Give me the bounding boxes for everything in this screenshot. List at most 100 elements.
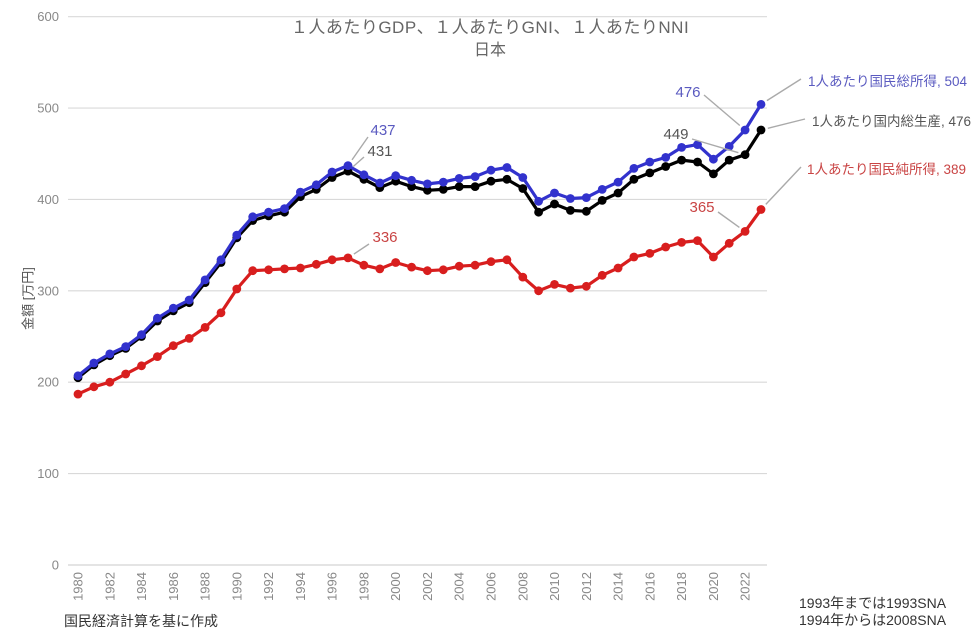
series-end-label-nni: 1人あたり国民純所得, 389	[805, 158, 969, 178]
end-label-leader-gdp	[767, 118, 806, 129]
x-tick-label-2016: 2016	[642, 572, 657, 601]
x-tick-label-2020: 2020	[706, 572, 721, 601]
series-point-nni-1994	[296, 263, 305, 273]
footnote-sna: 1993年までは1993SNA 1994年からは2008SNA	[799, 595, 946, 629]
series-point-nni-2004	[454, 261, 464, 271]
series-point-gni-2013	[597, 185, 607, 194]
series-point-gdp-2022	[740, 150, 750, 160]
series-point-nni-1998	[359, 260, 369, 270]
series-point-gni-2011	[566, 194, 575, 203]
y-tick-label-100: 100	[37, 466, 59, 481]
series-point-nni-1981	[89, 382, 99, 392]
series-point-gdp-2015	[629, 174, 639, 184]
series-end-label-gni: 1人あたり国民総所得, 504	[806, 70, 970, 90]
series-point-nni-2019	[693, 236, 702, 246]
footnote-sna-line2: 1994年からは2008SNA	[799, 612, 947, 628]
series-point-nni-1984	[137, 361, 146, 371]
annotation-leader-431	[352, 156, 365, 168]
series-point-nni-2010	[550, 280, 559, 289]
footnote-sna-line1: 1993年までは1993SNA	[799, 595, 947, 611]
series-point-nni-2014	[613, 263, 623, 273]
series-point-nni-2002	[423, 266, 432, 276]
series-point-gni-1996	[327, 167, 337, 177]
y-axis-label: 金額 [万円]	[20, 267, 36, 330]
series-point-gni-2008	[518, 173, 528, 182]
series-point-nni-2023	[756, 205, 766, 214]
x-tick-label-1984: 1984	[134, 572, 149, 601]
series-point-nni-1991	[248, 266, 258, 276]
chart-title: １人あたりGDP、１人あたりGNI、１人あたりNNI	[130, 13, 850, 38]
series-point-gni-2002	[423, 179, 432, 189]
series-point-gni-2009	[534, 196, 543, 206]
series-point-gdp-2008	[518, 184, 528, 193]
annotation-value-336: 336	[372, 229, 397, 246]
series-point-gdp-2021	[724, 155, 734, 165]
series-point-gni-1985	[153, 313, 162, 323]
series-point-gdp-2003	[438, 185, 448, 194]
series-point-nni-1986	[168, 341, 178, 351]
series-point-gni-2016	[645, 157, 655, 167]
series-point-nni-1997	[343, 253, 353, 263]
series-point-nni-2016	[645, 249, 655, 258]
series-point-nni-2000	[391, 258, 401, 267]
series-point-nni-1980	[73, 389, 83, 399]
x-tick-label-1990: 1990	[229, 572, 244, 601]
x-tick-label-2000: 2000	[388, 572, 403, 601]
series-point-gni-2012	[581, 193, 591, 203]
series-point-gdp-2007	[502, 174, 512, 184]
annotation-leader-476	[703, 94, 741, 127]
annotation-value-365: 365	[689, 199, 714, 216]
series-point-gdp-2016	[645, 168, 655, 178]
series-point-nni-1982	[105, 377, 115, 387]
series-point-gni-1987	[184, 295, 194, 305]
series-point-nni-1992	[264, 265, 273, 275]
series-point-gdp-2014	[613, 188, 623, 198]
x-tick-label-1994: 1994	[293, 572, 308, 601]
x-tick-label-2022: 2022	[738, 572, 753, 601]
series-point-nni-2022	[740, 227, 750, 236]
series-point-gni-2021	[724, 142, 734, 151]
x-tick-label-1996: 1996	[325, 572, 340, 601]
series-point-gni-1989	[216, 255, 226, 265]
series-point-gni-2017	[661, 153, 671, 162]
series-point-gni-1998	[359, 170, 369, 180]
series-point-gni-1999	[375, 178, 385, 188]
series-point-nni-2005	[470, 260, 480, 270]
series-line-gni	[76, 102, 763, 378]
y-tick-label-400: 400	[37, 192, 59, 207]
x-tick-label-2002: 2002	[420, 572, 435, 601]
series-point-gdp-2005	[470, 182, 480, 192]
series-point-nni-1995	[311, 259, 321, 269]
x-tick-label-2006: 2006	[484, 572, 499, 601]
series-point-nni-1989	[216, 308, 226, 318]
series-point-nni-2006	[486, 257, 496, 266]
series-point-gdp-2009	[534, 207, 543, 217]
series-point-nni-1990	[232, 284, 242, 294]
series-end-label-gdp: 1人あたり国内総生産, 476	[810, 110, 974, 130]
series-point-gdp-2023	[756, 125, 766, 135]
series-point-gni-2014	[613, 177, 623, 187]
x-tick-label-1982: 1982	[102, 572, 117, 601]
annotation-value-476: 476	[675, 84, 700, 101]
series-point-gni-1997	[343, 161, 353, 171]
series-point-nni-2012	[581, 281, 591, 291]
series-point-nni-2015	[629, 252, 639, 262]
x-tick-label-1992: 1992	[261, 572, 276, 601]
x-tick-label-1998: 1998	[356, 572, 371, 601]
series-point-gdp-2020	[709, 169, 718, 179]
series-point-gni-2005	[470, 172, 480, 182]
series-point-nni-2017	[661, 242, 671, 252]
series-point-nni-2001	[407, 262, 416, 272]
series-point-nni-2009	[534, 286, 543, 296]
series-point-gni-2004	[454, 174, 464, 183]
series-point-gni-2018	[677, 143, 686, 152]
series-point-gdp-2002	[423, 185, 432, 195]
series-point-gni-1981	[89, 358, 99, 368]
series-point-nni-1987	[184, 334, 194, 343]
series-point-gni-2007	[502, 163, 512, 172]
series-point-gdp-2006	[486, 176, 496, 186]
end-label-leader-gni	[766, 78, 802, 102]
series-point-nni-2007	[502, 255, 512, 265]
series-point-gni-1986	[168, 303, 178, 313]
